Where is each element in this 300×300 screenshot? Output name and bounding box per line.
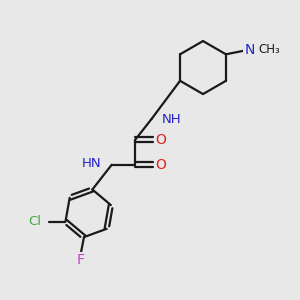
Text: NH: NH [162,112,182,126]
Text: O: O [155,133,166,147]
Text: N: N [244,43,255,57]
Text: HN: HN [82,157,101,170]
Text: O: O [155,158,166,172]
Text: Cl: Cl [28,215,41,228]
Text: CH₃: CH₃ [258,44,280,56]
Text: F: F [77,253,85,267]
